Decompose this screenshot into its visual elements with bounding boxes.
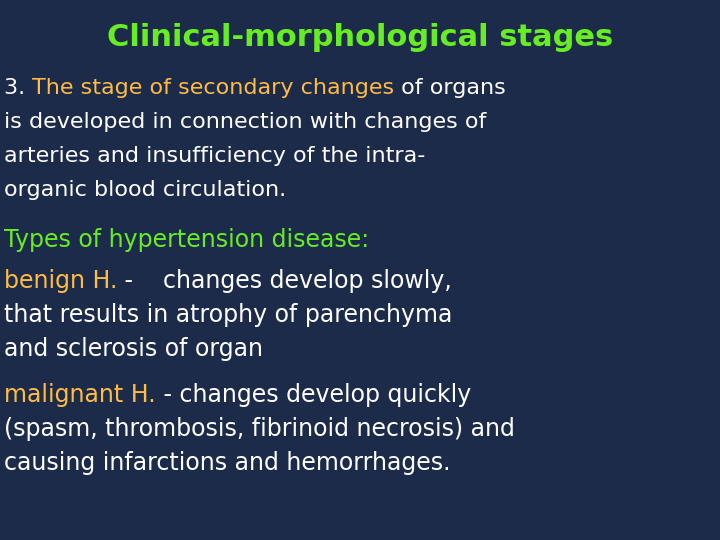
Text: 3.: 3.	[4, 78, 32, 98]
Text: Types of hypertension disease:: Types of hypertension disease:	[4, 228, 369, 252]
Text: causing infarctions and hemorrhages.: causing infarctions and hemorrhages.	[4, 451, 451, 475]
Text: is developed in connection with changes of: is developed in connection with changes …	[4, 112, 487, 132]
Text: of organs: of organs	[395, 78, 506, 98]
Text: The stage of secondary changes: The stage of secondary changes	[32, 78, 395, 98]
Text: - changes develop quickly: - changes develop quickly	[156, 383, 471, 407]
Text: and sclerosis of organ: and sclerosis of organ	[4, 337, 263, 361]
Text: Clinical-morphological stages: Clinical-morphological stages	[107, 24, 613, 52]
Text: (spasm, thrombosis, fibrinoid necrosis) and: (spasm, thrombosis, fibrinoid necrosis) …	[4, 417, 515, 441]
Text: that results in atrophy of parenchyma: that results in atrophy of parenchyma	[4, 303, 452, 327]
Text: arteries and insufficiency of the intra-: arteries and insufficiency of the intra-	[4, 146, 426, 166]
Text: benign H.: benign H.	[4, 269, 117, 293]
Text: organic blood circulation.: organic blood circulation.	[4, 180, 286, 200]
Text: malignant H.: malignant H.	[4, 383, 156, 407]
Text: -    changes develop slowly,: - changes develop slowly,	[117, 269, 452, 293]
